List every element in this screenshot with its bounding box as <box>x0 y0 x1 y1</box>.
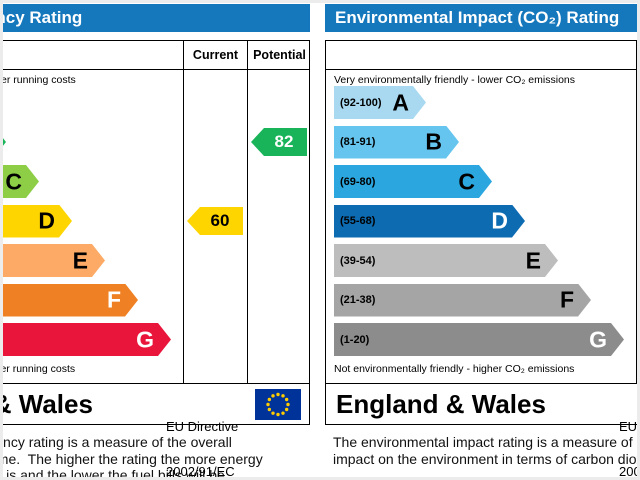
description-line: The energy efficiency rating is a measur… <box>0 434 232 450</box>
potential-column-header: Potential <box>253 48 306 62</box>
band-letter: E <box>525 247 541 273</box>
eu-directive-line2: 2002/91/EC <box>166 464 235 479</box>
band-letter: A <box>392 89 409 115</box>
eu-directive-label: EU Directive 2002/91/EC <box>166 389 238 480</box>
band-range: (69-80) <box>340 175 376 188</box>
band-letter: G <box>136 326 154 352</box>
energy-rating-panel: Energy Efficiency Rating Current Potenti… <box>0 4 310 480</box>
current-column-divider <box>636 41 637 383</box>
current-column-header: Current <box>192 48 239 62</box>
band-b: (81-91) B <box>334 126 459 159</box>
eu-directive-line1: EU Directive <box>619 419 638 434</box>
band-range: (81-91) <box>340 136 376 148</box>
environment-bottom-caption: Not environmentally friendly - higher CO… <box>334 363 575 375</box>
band-letter: D <box>491 207 508 234</box>
energy-description: The energy efficiency rating is a measur… <box>0 434 310 480</box>
band-a: (92-100) A <box>334 86 426 119</box>
environmental-impact-panel: Environmental Impact (CO₂) Rating Curren… <box>325 4 640 479</box>
column-header-row: Current Potential <box>326 41 640 70</box>
band-d: (55-68) D <box>334 205 525 238</box>
band-letter: G <box>589 326 607 352</box>
energy-chart: Current Potential Very energy efficient … <box>0 40 310 384</box>
band-f: (21-38) F <box>334 284 591 317</box>
environment-description: The environmental impact rating is a mea… <box>333 434 640 467</box>
column-header-row: Current Potential <box>0 41 309 70</box>
band-d: D <box>0 205 72 238</box>
band-letter: F <box>106 286 121 313</box>
environment-footer: England & Wales EU Directive 2002/91/EC <box>325 384 640 479</box>
band-letter: F <box>559 286 574 313</box>
energy-top-caption: Very energy efficient - lower running co… <box>0 74 76 86</box>
region-label: England & Wales <box>0 389 93 419</box>
potential-rating-pointer: 82 <box>251 128 307 156</box>
band-range: (21-38) <box>340 294 376 306</box>
description-line: impact on the environment in terms of ca… <box>333 450 640 467</box>
eu-directive-label: EU Directive 2002/91/EC <box>619 389 640 480</box>
energy-bands: ABCDEFG6082 <box>0 41 309 383</box>
current-rating-pointer: 60 <box>187 207 243 235</box>
band-g: (1-20) G <box>334 323 624 356</box>
eu-flag-icon <box>255 389 301 420</box>
description-line: efficiency of a home. The higher the rat… <box>0 450 263 467</box>
energy-bottom-caption: Not energy efficient - higher running co… <box>0 363 76 375</box>
energy-panel-title: Energy Efficiency Rating <box>0 4 310 32</box>
description-line: The environmental impact rating is a mea… <box>333 434 640 450</box>
band-c: C <box>0 165 39 198</box>
band-range: (92-100) <box>340 96 382 109</box>
band-range: (1-20) <box>340 333 370 346</box>
environment-panel-title: Environmental Impact (CO₂) Rating <box>325 4 640 32</box>
band-b: B <box>0 126 6 159</box>
band-c: (69-80) C <box>334 165 492 198</box>
band-f: F <box>0 284 138 317</box>
eu-directive-line1: EU Directive <box>166 419 239 434</box>
energy-footer: England & Wales EU Directive 2002/91/EC <box>0 384 310 479</box>
description-line: efficient the home is and the lower the … <box>0 467 229 480</box>
band-letter: C <box>458 168 475 194</box>
band-letter: D <box>38 207 55 234</box>
current-column-divider <box>183 41 184 383</box>
band-letter: C <box>5 168 22 194</box>
environment-top-caption: Very environmentally friendly - lower CO… <box>334 74 575 86</box>
band-letter: B <box>425 128 442 155</box>
eu-directive-line2: 2002/91/EC <box>619 464 640 479</box>
band-letter: E <box>72 247 88 273</box>
region-label: England & Wales <box>336 389 546 419</box>
environment-chart: Current Potential Very environmentally f… <box>325 40 640 384</box>
band-g: G <box>0 323 171 356</box>
band-e: (39-54) E <box>334 244 558 277</box>
band-range: (39-54) <box>340 254 376 267</box>
band-e: E <box>0 244 105 277</box>
band-range: (55-68) <box>340 215 376 227</box>
potential-column-divider <box>247 41 248 383</box>
environment-bands: (92-100) A (81-91) B (69-80) C (55-68) D (39-54)… <box>326 41 640 383</box>
